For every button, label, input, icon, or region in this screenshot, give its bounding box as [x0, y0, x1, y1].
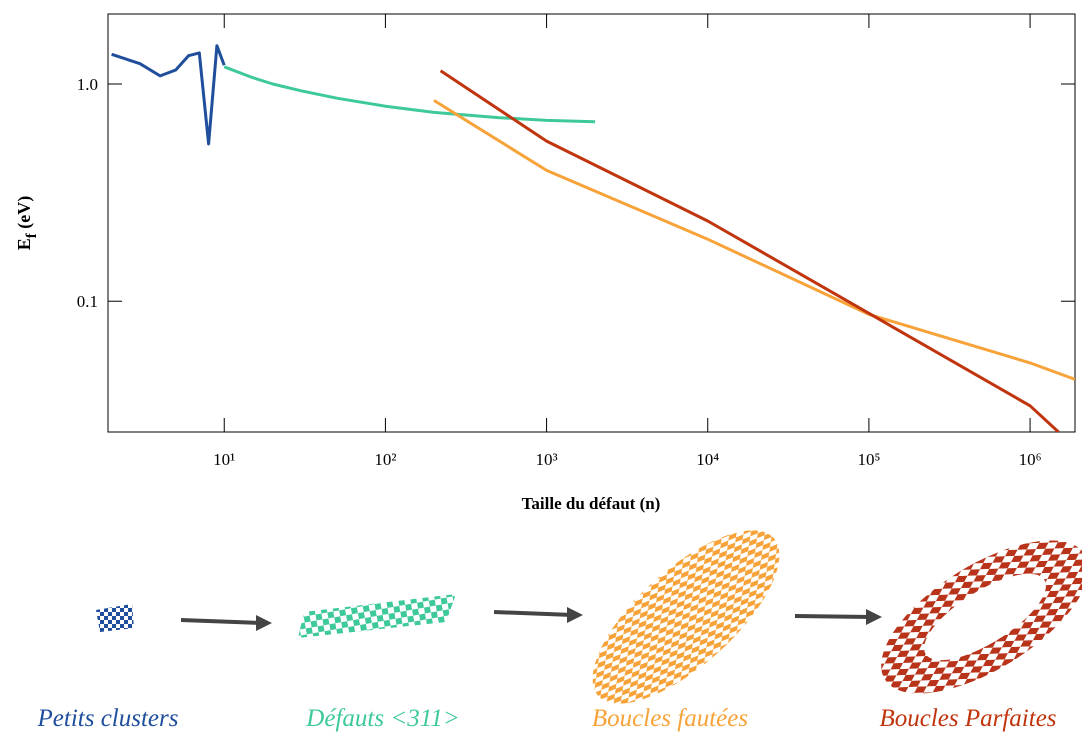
legend-label: Boucles fautées	[592, 705, 748, 732]
x-tick-label: 10³	[536, 450, 558, 469]
perfect-loop-icon	[881, 540, 1082, 694]
series-line	[111, 44, 226, 146]
x-tick-label: 10⁵	[857, 450, 880, 469]
plot-frame	[107, 13, 1076, 433]
legend-label: Défauts <311>	[305, 705, 459, 732]
series-group	[111, 44, 1075, 432]
arrow-head	[567, 607, 583, 623]
cluster-icon	[96, 604, 134, 632]
y-label-main: E	[14, 238, 34, 250]
series-line	[439, 69, 1060, 432]
y-tick-label: 0.1	[77, 292, 98, 311]
arrow	[180, 618, 263, 625]
x-tick-label: 10⁶	[1019, 450, 1042, 469]
faulted-loop-icon	[592, 530, 780, 704]
defect-311-icon	[298, 594, 456, 638]
arrow-head	[866, 609, 882, 625]
y-label-sub: f	[24, 232, 40, 238]
legend-label: Boucles Parfaites	[879, 705, 1056, 732]
y-tick-label: 1.0	[77, 75, 98, 94]
arrow	[493, 610, 574, 617]
arrow	[794, 614, 873, 619]
series-line	[223, 65, 596, 124]
y-axis-label: Ef (eV)	[14, 196, 40, 251]
x-tick-label: 10¹	[213, 450, 235, 469]
arrow-head	[256, 615, 272, 631]
illustrations	[96, 530, 1082, 704]
x-tick-label: 10⁴	[696, 450, 719, 469]
legend-label: Petits clusters	[37, 705, 179, 732]
x-axis-label: Taille du défaut (n)	[522, 494, 661, 513]
y-label-unit: (eV)	[14, 196, 35, 233]
x-tick-label: 10²	[374, 450, 396, 469]
series-line	[433, 99, 1075, 381]
